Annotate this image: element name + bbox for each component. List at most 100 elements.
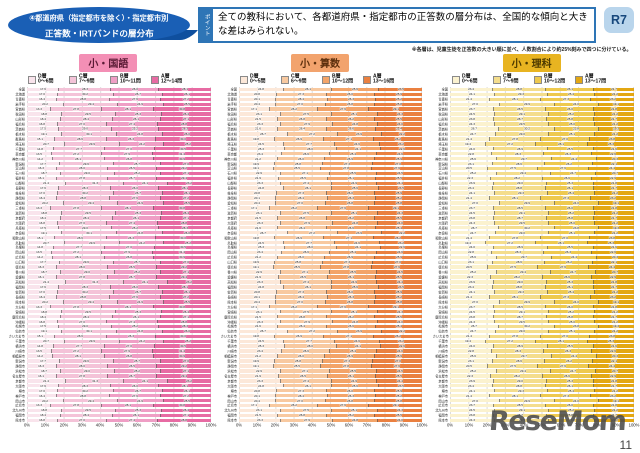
row-label: 熊本市 xyxy=(429,418,450,423)
bar-segment-D層: 25.3 xyxy=(238,146,286,151)
bar-value: 30.2 xyxy=(523,226,530,230)
bar-value: 24.5 xyxy=(257,339,264,343)
row-label: 岐阜県 xyxy=(218,191,239,196)
legend-item-C層: C層 7～9問 xyxy=(492,74,530,85)
bar-segment-C層: 30.2 xyxy=(58,290,114,294)
bar-value: 26.7 xyxy=(128,176,135,180)
x-tick: 60% xyxy=(132,423,142,428)
bar-value: 23.2 xyxy=(186,181,193,185)
bar-row: 名古屋市 22.3 28.2 26.6 22.9 xyxy=(429,373,634,378)
bar-segment-A層: 24.5 xyxy=(377,369,423,373)
x-tick: 30% xyxy=(501,423,510,428)
bar-value: 30.0 xyxy=(179,137,187,141)
bar-segment-D層: 18.7 xyxy=(27,171,62,176)
bar-value: 27.0 xyxy=(182,161,190,166)
bar-value: 25.4 xyxy=(350,250,357,255)
bar-segment-C層: 28.1 xyxy=(489,393,542,398)
bar-value: 15.1 xyxy=(37,137,44,141)
bar-row: 和歌山県 19.8 26.9 27.1 26.2 xyxy=(218,235,423,240)
bar-value: 19.1 xyxy=(252,166,259,171)
bar-value: 26.4 xyxy=(183,211,190,215)
bar-row: 熊本市 16.8 27.0 27.4 28.8 xyxy=(6,418,211,423)
bar-segment-C層: 28.7 xyxy=(494,413,547,418)
bar-segment-C層: 27.0 xyxy=(276,102,326,107)
x-tick: 70% xyxy=(363,423,372,428)
row-label: 鹿児島県 xyxy=(218,314,239,319)
bar-value: 24.1 xyxy=(142,280,149,284)
row-label-text: 全国 xyxy=(230,88,237,92)
bar-segment-D層: 24.1 xyxy=(450,290,495,294)
legend-band-range: 10～12問 xyxy=(543,78,565,84)
bar-value: 25.3 xyxy=(607,240,614,245)
bar-row: 山口県 19.9 25.8 27.3 27.0 xyxy=(218,260,423,265)
bar-value: 24.2 xyxy=(138,240,145,245)
row-label-text: 石川県 xyxy=(227,172,237,176)
stacked-bar: 20.2 29.4 24.9 25.5 xyxy=(27,300,211,304)
bar-value: 23.5 xyxy=(397,384,404,388)
bar-segment-B層: 26.7 xyxy=(113,92,163,97)
legend-item-A層: A層 13～17問 xyxy=(574,74,612,85)
row-label: 宮城県 xyxy=(429,107,450,112)
bar-value: 23.3 xyxy=(256,379,263,383)
bar-segment-D層: 13.5 xyxy=(27,151,52,156)
row-label-text: 大阪府 xyxy=(227,221,237,226)
row-label: 北九州市 xyxy=(218,408,239,413)
bar-value: 24.7 xyxy=(569,270,577,274)
bar-value: 24.8 xyxy=(136,329,143,334)
bar-value: 16.8 xyxy=(38,221,46,225)
bar-value: 24.4 xyxy=(396,181,404,185)
bar-segment-B層: 24.9 xyxy=(118,398,164,403)
bar-segment-C層: 30.2 xyxy=(499,225,555,230)
bar-segment-B層: 24.4 xyxy=(551,354,597,358)
row-label: 大阪府 xyxy=(429,220,450,226)
bar-row: 北海道 20.8 27.3 26.0 25.9 xyxy=(218,92,423,97)
row-label-text: 広島県 xyxy=(438,256,449,260)
bar-value: 26.0 xyxy=(566,403,573,408)
stacked-bar: 18.7 29.0 25.2 27.1 xyxy=(27,171,211,176)
row-label-text: 佐賀県 xyxy=(15,290,25,295)
bar-value: 26.0 xyxy=(183,132,191,136)
bar-value: 21.6 xyxy=(254,226,262,230)
bar-value: 26.5 xyxy=(128,265,136,269)
bar-value: 26.0 xyxy=(347,191,354,195)
bar-segment-A層: 22.2 xyxy=(381,230,423,235)
bar-segment-C層: 29.6 xyxy=(59,359,114,363)
row-label-text: 福井県 xyxy=(15,177,25,181)
row-label-text: 静岡県 xyxy=(438,196,449,201)
bar-segment-C層: 30.2 xyxy=(499,324,555,329)
row-label-text: 佐賀県 xyxy=(227,290,237,295)
x-tick: 20% xyxy=(59,423,68,428)
bar-segment-B層: 27.1 xyxy=(324,334,375,339)
stacked-bar: 19.4 27.2 28.1 25.3 xyxy=(450,142,634,146)
bar-value: 23.2 xyxy=(609,393,616,398)
bar-segment-A層: 27.0 xyxy=(161,161,211,166)
bar-segment-D層: 20.7 xyxy=(27,240,66,245)
bar-value: 30.1 xyxy=(85,230,93,235)
stacked-bar: 16.4 28.8 27.6 27.2 xyxy=(27,196,211,200)
bar-value: 26.1 xyxy=(304,186,311,190)
bar-value: 28.5 xyxy=(516,305,523,309)
bar-segment-D層: 16.4 xyxy=(27,295,58,299)
bar-value: 19.1 xyxy=(40,230,48,235)
stacked-bar: 20.8 27.3 26.0 25.9 xyxy=(238,290,423,294)
row-label-text: 浜松市 xyxy=(438,369,449,374)
bar-row: 新潟県 23.1 28.6 26.2 22.1 xyxy=(429,161,634,166)
row-label: 全国 xyxy=(429,87,450,92)
bar-segment-D層: 23.9 xyxy=(450,280,495,284)
bar-value: 24.4 xyxy=(396,379,404,383)
stacked-bar: 20.8 27.3 26.0 25.9 xyxy=(238,92,423,97)
panel-sansu: 小・算数 D層 0～5問 C層 6～9問 B層 10～12問 A層 13～16問 全国 24.8… xyxy=(218,54,428,431)
row-label: 広島市 xyxy=(6,403,27,408)
bar-segment-A層: 24.4 xyxy=(589,364,634,368)
bar-value: 24.1 xyxy=(354,344,362,348)
bar-segment-C層: 25.8 xyxy=(275,161,323,166)
bar-segment-C層: 28.0 xyxy=(285,344,337,348)
bar-value: 25.0 xyxy=(568,418,575,422)
bar-value: 29.2 xyxy=(180,364,188,368)
bar-segment-A層: 24.0 xyxy=(378,221,423,225)
bar-segment-D層: 20.4 xyxy=(238,201,277,205)
bar-value: 23.3 xyxy=(256,221,263,225)
stacked-bar: 23.1 27.5 25.1 24.3 xyxy=(238,112,423,116)
bar-segment-D層: 16.1 xyxy=(27,374,57,378)
row-label: 愛媛県 xyxy=(6,275,27,280)
